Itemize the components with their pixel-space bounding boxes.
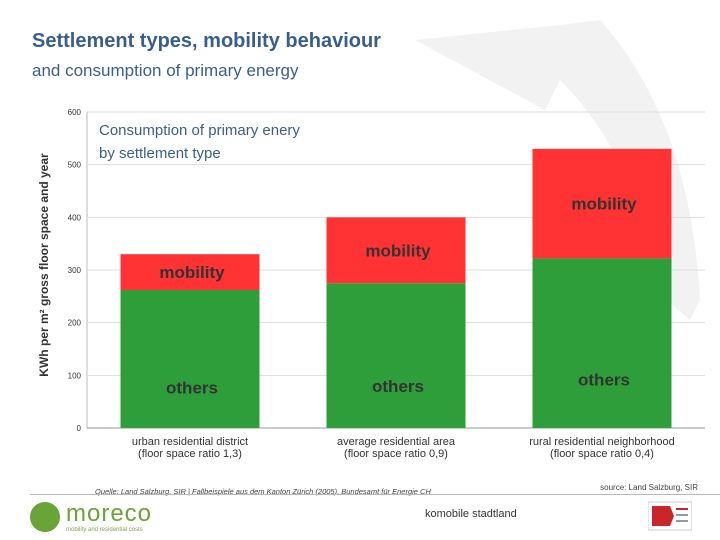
leaf-icon: [30, 502, 60, 532]
x-tick-label-1-1: (floor space ratio 0,9): [344, 448, 448, 460]
y-tick-label-100: 100: [68, 371, 82, 380]
y-tick-label-600: 600: [68, 108, 82, 117]
y-tick-label-400: 400: [68, 213, 82, 222]
chart-area: others mobility others mobility others mobili…: [37, 20, 705, 496]
bar-mobility-0: [120, 254, 260, 291]
x-tick-label-1-0: average residential area: [337, 436, 456, 448]
background-arrow-icon: [415, 20, 700, 320]
source-right: source: Land Salzburg, SIR: [600, 483, 698, 492]
x-tick-label-0-0: urban residential district: [132, 436, 248, 448]
partner-badge-icon: [648, 501, 692, 531]
y-tick-label-300: 300: [68, 266, 82, 275]
x-tick-label-0-1: (floor space ratio 1,3): [138, 448, 242, 460]
footer-center-text: komobile stadtland: [425, 508, 517, 520]
logo-text: moreco: [66, 500, 153, 527]
chart-title-line-1: Consumption of primary enery: [99, 122, 300, 139]
bar-label-others-0: others: [166, 379, 218, 398]
y-tick-label-200: 200: [68, 319, 82, 328]
y-axis-title: KWh per m² gross floor space and year: [37, 153, 51, 377]
bar-label-others-2: others: [578, 371, 630, 390]
bar-label-mobility-1: mobility: [365, 241, 431, 260]
slide-title: Settlement types, mobility behaviour: [32, 30, 381, 52]
bar-label-mobility-2: mobility: [571, 195, 637, 214]
bar-mobility-1: [326, 217, 466, 284]
slide-subtitle: and consumption of primary energy: [32, 61, 299, 80]
bar-others-2: [532, 258, 672, 428]
y-tick-label-0: 0: [77, 424, 82, 433]
source-left: Quelle: Land Salzburg, SIR | Fallbeispie…: [95, 487, 431, 496]
bar-others-0: [120, 290, 260, 428]
x-tick-label-2-1: (floor space ratio 0,4): [550, 448, 654, 460]
moreco-logo: moreco mobility and residential costs: [30, 500, 190, 536]
bar-mobility-2: [532, 148, 672, 259]
chart-title-line-2: by settlement type: [99, 145, 221, 162]
y-tick-label-500: 500: [68, 161, 82, 170]
bar-label-others-1: others: [372, 377, 424, 396]
bar-others-1: [326, 283, 466, 428]
logo-tagline: mobility and residential costs: [66, 527, 143, 533]
bar-label-mobility-0: mobility: [159, 263, 225, 282]
footer-divider: [30, 494, 720, 495]
x-tick-label-2-0: rural residential neighborhood: [529, 436, 675, 448]
